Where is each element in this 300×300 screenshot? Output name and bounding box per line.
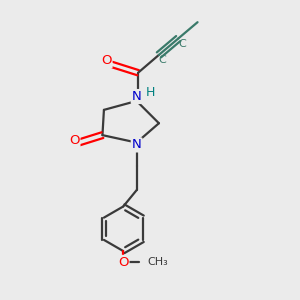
Text: O: O bbox=[118, 256, 128, 269]
Text: O: O bbox=[101, 54, 112, 67]
Text: N: N bbox=[132, 138, 142, 152]
Text: CH₃: CH₃ bbox=[147, 257, 168, 267]
Text: C: C bbox=[159, 55, 167, 65]
Text: C: C bbox=[178, 39, 186, 49]
Text: H: H bbox=[146, 86, 155, 99]
Text: O: O bbox=[69, 134, 80, 147]
Text: N: N bbox=[132, 90, 142, 103]
